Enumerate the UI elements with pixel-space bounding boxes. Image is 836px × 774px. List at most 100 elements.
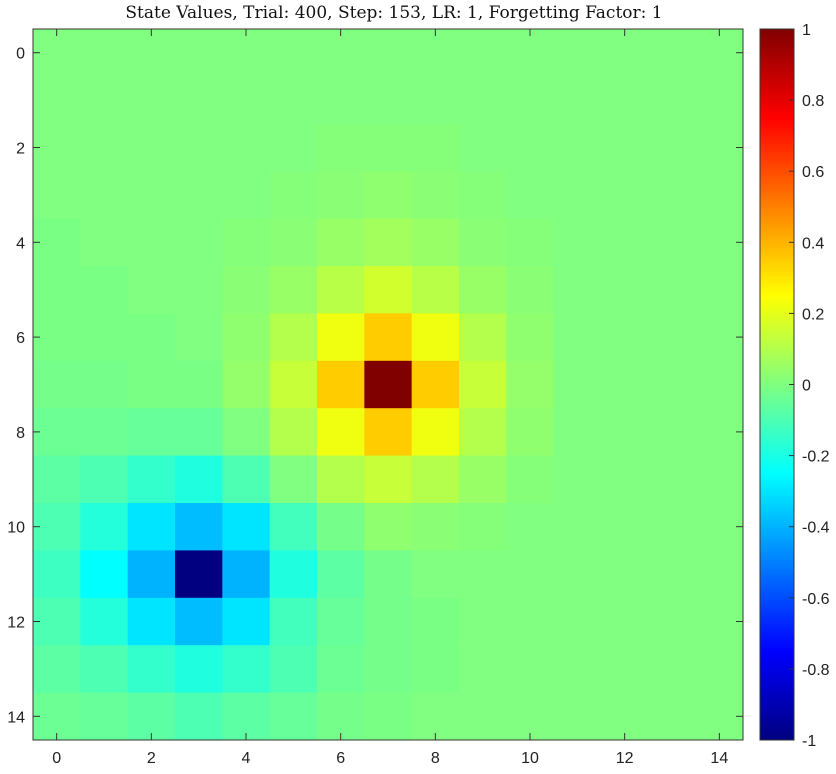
heatmap-cell bbox=[175, 29, 223, 77]
heatmap-cell bbox=[33, 597, 81, 646]
heatmap-cell bbox=[80, 455, 129, 504]
heatmap-cell bbox=[364, 313, 413, 362]
heatmap-cell bbox=[222, 408, 271, 456]
heatmap-cell bbox=[601, 597, 649, 646]
heatmap-cell bbox=[459, 123, 507, 172]
heatmap-cell bbox=[222, 550, 271, 599]
heatmap-cell bbox=[601, 76, 649, 125]
heatmap-cell bbox=[695, 123, 744, 172]
heatmap-cell bbox=[411, 218, 460, 267]
y-tick-label: 14 bbox=[7, 709, 25, 726]
heatmap-cell bbox=[506, 455, 555, 504]
colorbar-tick-label: 0.8 bbox=[802, 93, 824, 110]
heatmap-cell bbox=[459, 29, 507, 77]
heatmap-cell bbox=[506, 692, 555, 741]
heatmap-cell bbox=[269, 171, 318, 219]
heatmap-cell bbox=[222, 360, 271, 409]
heatmap-cell bbox=[80, 313, 129, 362]
heatmap-cell bbox=[80, 266, 129, 314]
heatmap-cell bbox=[364, 360, 413, 409]
heatmap-cell bbox=[459, 360, 507, 409]
heatmap-cell bbox=[317, 313, 365, 362]
heatmap-cell bbox=[695, 597, 744, 646]
heatmap-cell bbox=[648, 645, 697, 693]
heatmap-cell bbox=[317, 692, 365, 741]
heatmap-cell bbox=[601, 313, 649, 362]
heatmap-cell bbox=[553, 266, 602, 314]
heatmap-cell bbox=[601, 266, 649, 314]
heatmap-cell bbox=[459, 550, 507, 599]
heatmap-cell bbox=[80, 218, 129, 267]
heatmap-cell bbox=[364, 123, 413, 172]
heatmap-cell bbox=[364, 455, 413, 504]
heatmap-cell bbox=[269, 29, 318, 77]
heatmap-cell bbox=[553, 455, 602, 504]
heatmap-cell bbox=[33, 313, 81, 362]
heatmap-cell bbox=[506, 597, 555, 646]
heatmap-cell bbox=[222, 503, 271, 551]
heatmap-cell bbox=[648, 455, 697, 504]
heatmap-cell bbox=[506, 171, 555, 219]
heatmap-cell bbox=[695, 266, 744, 314]
heatmap-cell bbox=[411, 455, 460, 504]
heatmap-cell bbox=[127, 123, 176, 172]
colorbar-tick-label: -0.6 bbox=[802, 591, 830, 608]
heatmap-cell bbox=[127, 550, 176, 599]
heatmap-cell bbox=[175, 692, 223, 741]
heatmap-cell bbox=[364, 597, 413, 646]
heatmap-cell bbox=[317, 645, 365, 693]
colorbar-ticks: 1 0.8 0.6 0.4 0.2 0 -0.2 -0.4 -0.6 -0.8 -1 bbox=[789, 22, 830, 750]
x-tick-label: 2 bbox=[147, 750, 156, 767]
colorbar bbox=[759, 28, 795, 741]
heatmap-cell bbox=[695, 455, 744, 504]
heatmap-cell bbox=[459, 645, 507, 693]
x-tick-label: 14 bbox=[710, 750, 728, 767]
heatmap-cell bbox=[80, 597, 129, 646]
heatmap-cell bbox=[411, 171, 460, 219]
heatmap-cell bbox=[317, 29, 365, 77]
heatmap-cell bbox=[601, 692, 649, 741]
heatmap-cell bbox=[601, 550, 649, 599]
heatmap-cell bbox=[553, 218, 602, 267]
heatmap-cell bbox=[317, 360, 365, 409]
heatmap-cell bbox=[648, 597, 697, 646]
heatmap-cell bbox=[648, 218, 697, 267]
x-tick-label: 12 bbox=[616, 750, 634, 767]
heatmap-cell bbox=[175, 313, 223, 362]
heatmap-cell bbox=[695, 360, 744, 409]
heatmap-cell bbox=[648, 266, 697, 314]
heatmap-cell bbox=[695, 76, 744, 125]
heatmap-cell bbox=[33, 455, 81, 504]
heatmap-cell bbox=[175, 645, 223, 693]
heatmap-cell bbox=[411, 29, 460, 77]
heatmap-cell bbox=[695, 218, 744, 267]
heatmap-cell bbox=[269, 597, 318, 646]
heatmap-cell bbox=[506, 123, 555, 172]
heatmap-cell bbox=[601, 123, 649, 172]
heatmap-cell bbox=[269, 123, 318, 172]
heatmap-cell bbox=[175, 597, 223, 646]
heatmap-cell bbox=[175, 218, 223, 267]
heatmap-cell bbox=[411, 503, 460, 551]
heatmap-cell bbox=[695, 692, 744, 741]
heatmap-cell bbox=[317, 76, 365, 125]
heatmap-cell bbox=[553, 597, 602, 646]
x-tick-label: 6 bbox=[336, 750, 345, 767]
heatmap-cell bbox=[222, 171, 271, 219]
heatmap-cell bbox=[127, 76, 176, 125]
heatmap-cell bbox=[269, 408, 318, 456]
heatmap-cell bbox=[411, 360, 460, 409]
colorbar-tick-label: 0.2 bbox=[802, 306, 824, 323]
heatmap-cell bbox=[364, 76, 413, 125]
heatmap-cell bbox=[553, 408, 602, 456]
heatmap-cell bbox=[33, 503, 81, 551]
heatmap-cell bbox=[364, 550, 413, 599]
y-tick-label: 8 bbox=[16, 425, 25, 442]
heatmap-cell bbox=[33, 171, 81, 219]
heatmap-cell bbox=[222, 76, 271, 125]
heatmap-cell bbox=[506, 550, 555, 599]
heatmap-cell bbox=[411, 597, 460, 646]
heatmap-cell bbox=[553, 76, 602, 125]
heatmap-cell bbox=[553, 692, 602, 741]
heatmap-cell bbox=[459, 76, 507, 125]
